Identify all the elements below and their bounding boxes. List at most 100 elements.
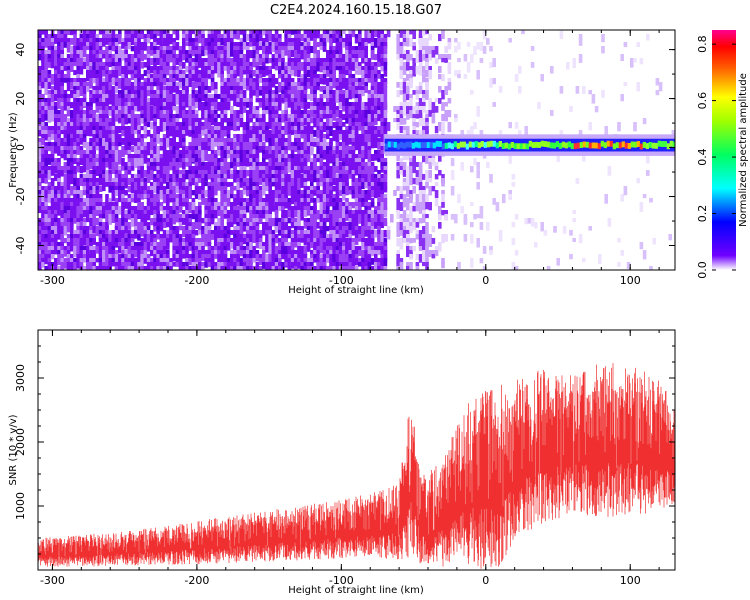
spectrogram-cell — [194, 118, 199, 123]
spectrogram-cell — [258, 194, 263, 201]
spectrogram-cell — [198, 70, 202, 77]
spectrogram-cell — [130, 138, 135, 146]
spectrogram-cell — [223, 230, 228, 236]
spectrogram-cell — [38, 78, 42, 85]
spectrogram-cell — [332, 122, 336, 129]
spectrogram-cell — [89, 250, 93, 255]
spectrogram-cell — [342, 102, 346, 110]
spectrogram-cell — [354, 38, 359, 44]
spectrogram-cell — [239, 158, 244, 164]
spectrogram-cell — [102, 226, 106, 231]
spectrogram-cell — [182, 42, 186, 51]
spectrogram-cell — [342, 106, 346, 112]
spectrogram-cell — [239, 106, 244, 114]
spectrogram-cell — [246, 86, 250, 91]
spectrogram-cell — [63, 186, 68, 191]
spectrogram-cell — [124, 106, 128, 116]
spectrogram-cell — [102, 70, 106, 77]
spectrogram-cell — [300, 110, 304, 117]
spectrogram-cell — [175, 90, 180, 96]
spectrogram-cell — [86, 202, 90, 209]
spectrogram-cell — [79, 46, 84, 54]
spectrogram-cell — [271, 62, 276, 69]
spectrogram-cell — [162, 90, 167, 98]
spectrogram-cell — [118, 138, 122, 145]
spectrogram-cell — [175, 94, 180, 99]
spectrogram-cell — [246, 246, 250, 253]
spectrogram-cell — [239, 94, 244, 102]
spectrogram-cell — [111, 158, 116, 166]
spectrogram-cell — [102, 142, 106, 149]
spectrogram-cell — [310, 110, 314, 118]
spectrogram-cell — [130, 82, 135, 89]
spectrogram-cell — [345, 102, 349, 109]
spectrogram-cell — [57, 34, 61, 40]
spectrogram-cell — [47, 130, 52, 138]
spectrogram-cell — [79, 50, 84, 60]
spectrogram-cell — [185, 170, 189, 180]
spectrogram-cell — [278, 198, 282, 205]
spectrogram-cell — [82, 102, 87, 107]
spectrogram-cell — [121, 150, 125, 158]
spectrogram-cell — [255, 42, 260, 51]
spectrogram-cell — [153, 74, 157, 82]
spectrogram-cell — [262, 242, 266, 250]
spectrogram-cell — [217, 62, 221, 68]
spectrogram-cell — [194, 94, 199, 101]
spectrogram-cell — [114, 242, 119, 247]
spectrogram-cell — [265, 34, 269, 42]
spectrogram-cell — [239, 82, 244, 88]
spectrogram-cell — [47, 70, 52, 77]
spectrogram-cell — [233, 66, 237, 73]
spectrogram-cell — [223, 166, 228, 174]
spectrogram-cell — [169, 198, 173, 203]
spectrogram-cell — [169, 178, 173, 185]
spectrogram-cell — [246, 202, 250, 210]
spectrogram-cell — [258, 70, 263, 77]
spectrogram-cell — [166, 242, 170, 250]
spectrogram-cell — [44, 114, 48, 121]
spectrogram-cell — [143, 86, 148, 93]
spectrogram-cell — [207, 222, 212, 229]
spectrogram-cell — [111, 106, 116, 114]
spectrogram-cell — [127, 214, 132, 220]
spectrogram-cell — [342, 142, 346, 149]
spectrogram-cell — [89, 202, 93, 207]
spectrogram-cell — [70, 178, 74, 185]
spectrogram-cell — [182, 226, 186, 231]
spectrogram-cell — [118, 34, 122, 39]
spectrogram-cell — [185, 102, 189, 108]
spectrogram-cell — [114, 162, 119, 169]
spectrogram-cell — [249, 250, 253, 257]
spectrogram-cell — [297, 34, 301, 42]
spectrogram-cell — [108, 162, 112, 170]
spectrogram-cell — [137, 198, 141, 203]
spectrogram-cell — [98, 110, 103, 117]
spectrogram-cell — [255, 218, 260, 225]
spectrogram-cell — [41, 258, 45, 263]
spectrogram-cell — [329, 106, 333, 114]
spectrogram-cell — [345, 230, 349, 238]
spectrogram-cell — [207, 102, 212, 111]
spectrogram-cell — [182, 242, 186, 250]
spectrogram-cell — [281, 238, 285, 246]
spectrogram-cell — [278, 82, 282, 87]
spectrogram-cell — [226, 246, 231, 251]
spectrogram-cell — [268, 266, 272, 270]
spectrogram-cell — [230, 94, 234, 101]
spectrogram-cell — [44, 190, 48, 198]
spectrogram-cell — [255, 78, 260, 84]
spectrogram-cell — [265, 82, 269, 88]
spectrogram-cell — [76, 238, 80, 245]
spectrogram-cell — [118, 166, 122, 174]
spectrogram-cell — [207, 182, 212, 187]
spectrogram-cell — [265, 98, 269, 105]
spectrogram-cell — [150, 218, 154, 226]
spectrogram-cell — [162, 250, 167, 255]
spectrogram-cell — [188, 42, 192, 47]
spectrogram-cell — [47, 62, 52, 68]
spectrogram-cell — [89, 138, 93, 145]
spectrogram-cell — [98, 206, 103, 211]
spectrogram-cell — [86, 42, 90, 48]
spectrogram-cell — [130, 126, 135, 132]
